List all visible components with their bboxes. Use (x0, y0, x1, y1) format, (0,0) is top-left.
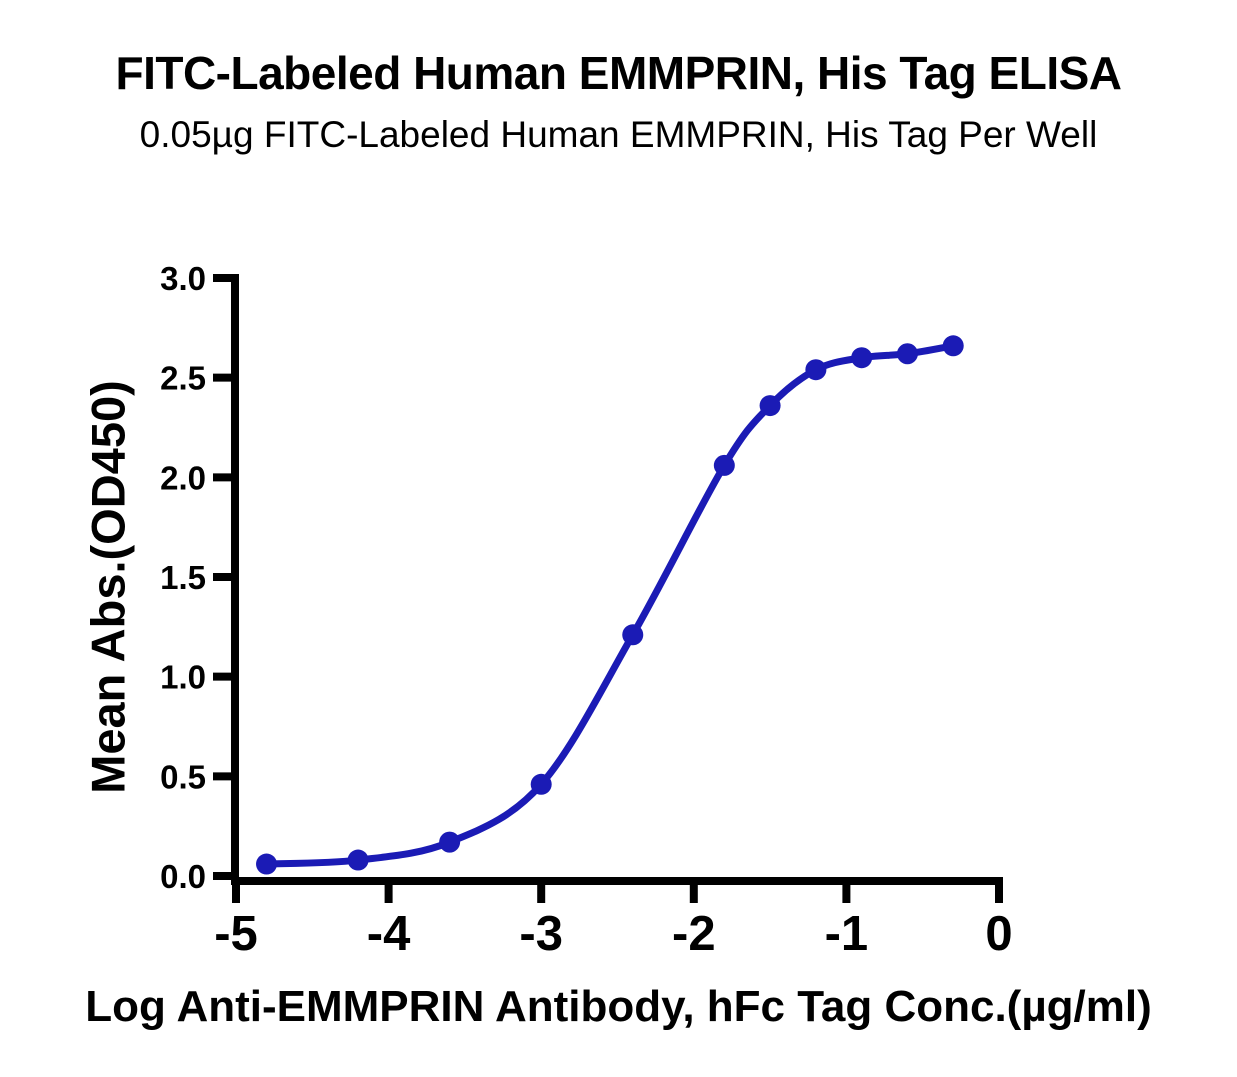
chart-subtitle: 0.05µg FITC-Labeled Human EMMPRIN, His T… (139, 114, 1098, 155)
y-tick-label: 3.0 (160, 260, 206, 297)
y-tick-label: 0.5 (160, 758, 206, 795)
x-tick-label: -2 (672, 907, 716, 961)
x-tick-label: -3 (519, 907, 563, 961)
chart-title: FITC-Labeled Human EMMPRIN, His Tag ELIS… (115, 47, 1122, 99)
data-point-marker (851, 347, 873, 369)
data-point-marker (256, 853, 278, 875)
data-point-marker (896, 343, 918, 365)
y-tick-label: 2.0 (160, 459, 206, 496)
x-tick-label: -4 (367, 907, 411, 961)
data-point-marker (530, 773, 552, 795)
data-point-marker (759, 395, 781, 417)
data-point-marker (713, 454, 735, 476)
x-tick-label: 0 (985, 907, 1012, 961)
y-tick-label: 0.0 (160, 858, 206, 895)
data-point-marker (805, 359, 827, 381)
y-axis-title: Mean Abs.(OD450) (81, 380, 135, 794)
y-tick-label: 1.5 (160, 559, 206, 596)
x-axis-title: Log Anti-EMMPRIN Antibody, hFc Tag Conc.… (85, 982, 1152, 1031)
y-tick-label: 2.5 (160, 360, 206, 397)
data-point-marker (622, 624, 644, 646)
data-point-marker (347, 849, 369, 871)
data-point-marker (942, 335, 964, 357)
y-tick-label: 1.0 (160, 659, 206, 696)
dose-response-curve (263, 342, 957, 868)
x-tick-label: -1 (825, 907, 869, 961)
x-tick-label: -5 (214, 907, 258, 961)
data-point-marker (439, 831, 461, 853)
